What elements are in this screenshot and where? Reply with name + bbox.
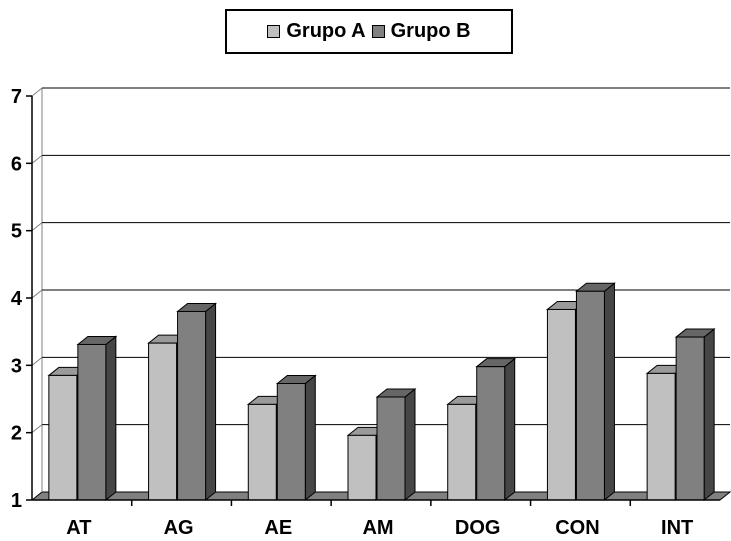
legend: Grupo A Grupo B <box>225 9 513 54</box>
legend-label-grupo-b: Grupo B <box>390 20 471 42</box>
x-tick-label-int: INT <box>661 517 693 539</box>
y-tick-label: 2 <box>11 423 22 445</box>
y-tick-label: 7 <box>11 86 22 108</box>
y-tick-label: 6 <box>11 153 22 175</box>
bar-grupo-b-am <box>375 387 417 502</box>
bar-front <box>476 366 506 501</box>
bar-grupo-b-int <box>674 328 716 502</box>
bar-side <box>504 357 516 502</box>
bar-front <box>48 374 78 501</box>
bar-front <box>447 403 477 501</box>
gridline-connector <box>31 289 43 299</box>
axes: 1 2 3 4 5 6 7 AT AG AE AM DOG CON INT <box>11 86 720 539</box>
y-tick-label: 5 <box>11 221 22 243</box>
bar-grupo-b-dog <box>475 357 517 502</box>
bar-side <box>703 328 715 502</box>
gridlines <box>31 87 730 434</box>
bar-grupo-b-ag <box>176 302 217 502</box>
bar-front <box>546 308 576 501</box>
gridline-connector <box>31 87 43 97</box>
bar-front <box>276 383 306 501</box>
bar-front <box>675 336 705 501</box>
x-tick-label-am: AM <box>362 517 393 539</box>
bar-front <box>575 290 605 501</box>
bar-side <box>603 282 615 502</box>
x-tick-label-ae: AE <box>264 517 292 539</box>
legend-label-grupo-a: Grupo A <box>286 20 366 42</box>
x-tick-label-con: CON <box>555 517 599 539</box>
bar-grupo-b-con <box>575 282 616 502</box>
gridline-connector <box>31 356 43 366</box>
legend-swatch-grupo-a <box>267 25 281 38</box>
x-tick-label-dog: DOG <box>455 517 501 539</box>
bar-front <box>177 310 207 501</box>
y-tick-label: 1 <box>11 490 22 512</box>
gridline-connector <box>31 222 43 232</box>
bar-side <box>205 302 217 502</box>
y-tick-label: 3 <box>11 355 22 377</box>
bar-front <box>376 396 406 501</box>
bar-side <box>304 374 316 502</box>
gridline-connector <box>31 424 43 434</box>
bar-front <box>347 434 377 501</box>
gridline-connector <box>31 154 43 164</box>
bar-front <box>247 403 277 501</box>
bar-grupo-b-at <box>76 335 118 502</box>
bar-grupo-b-ae <box>275 374 317 502</box>
bar-front <box>646 372 676 501</box>
x-tick-label-at: AT <box>66 517 91 539</box>
bar-front <box>148 342 178 501</box>
legend-item-grupo-b: Grupo B <box>371 20 471 43</box>
bar-side <box>404 387 416 502</box>
bars <box>47 282 716 502</box>
y-tick-label: 4 <box>11 288 23 310</box>
bar-side <box>105 335 117 502</box>
x-tick-label-ag: AG <box>164 517 194 539</box>
bar-front <box>77 343 107 501</box>
legend-item-grupo-a: Grupo A <box>267 20 366 43</box>
legend-swatch-grupo-b <box>371 25 385 38</box>
